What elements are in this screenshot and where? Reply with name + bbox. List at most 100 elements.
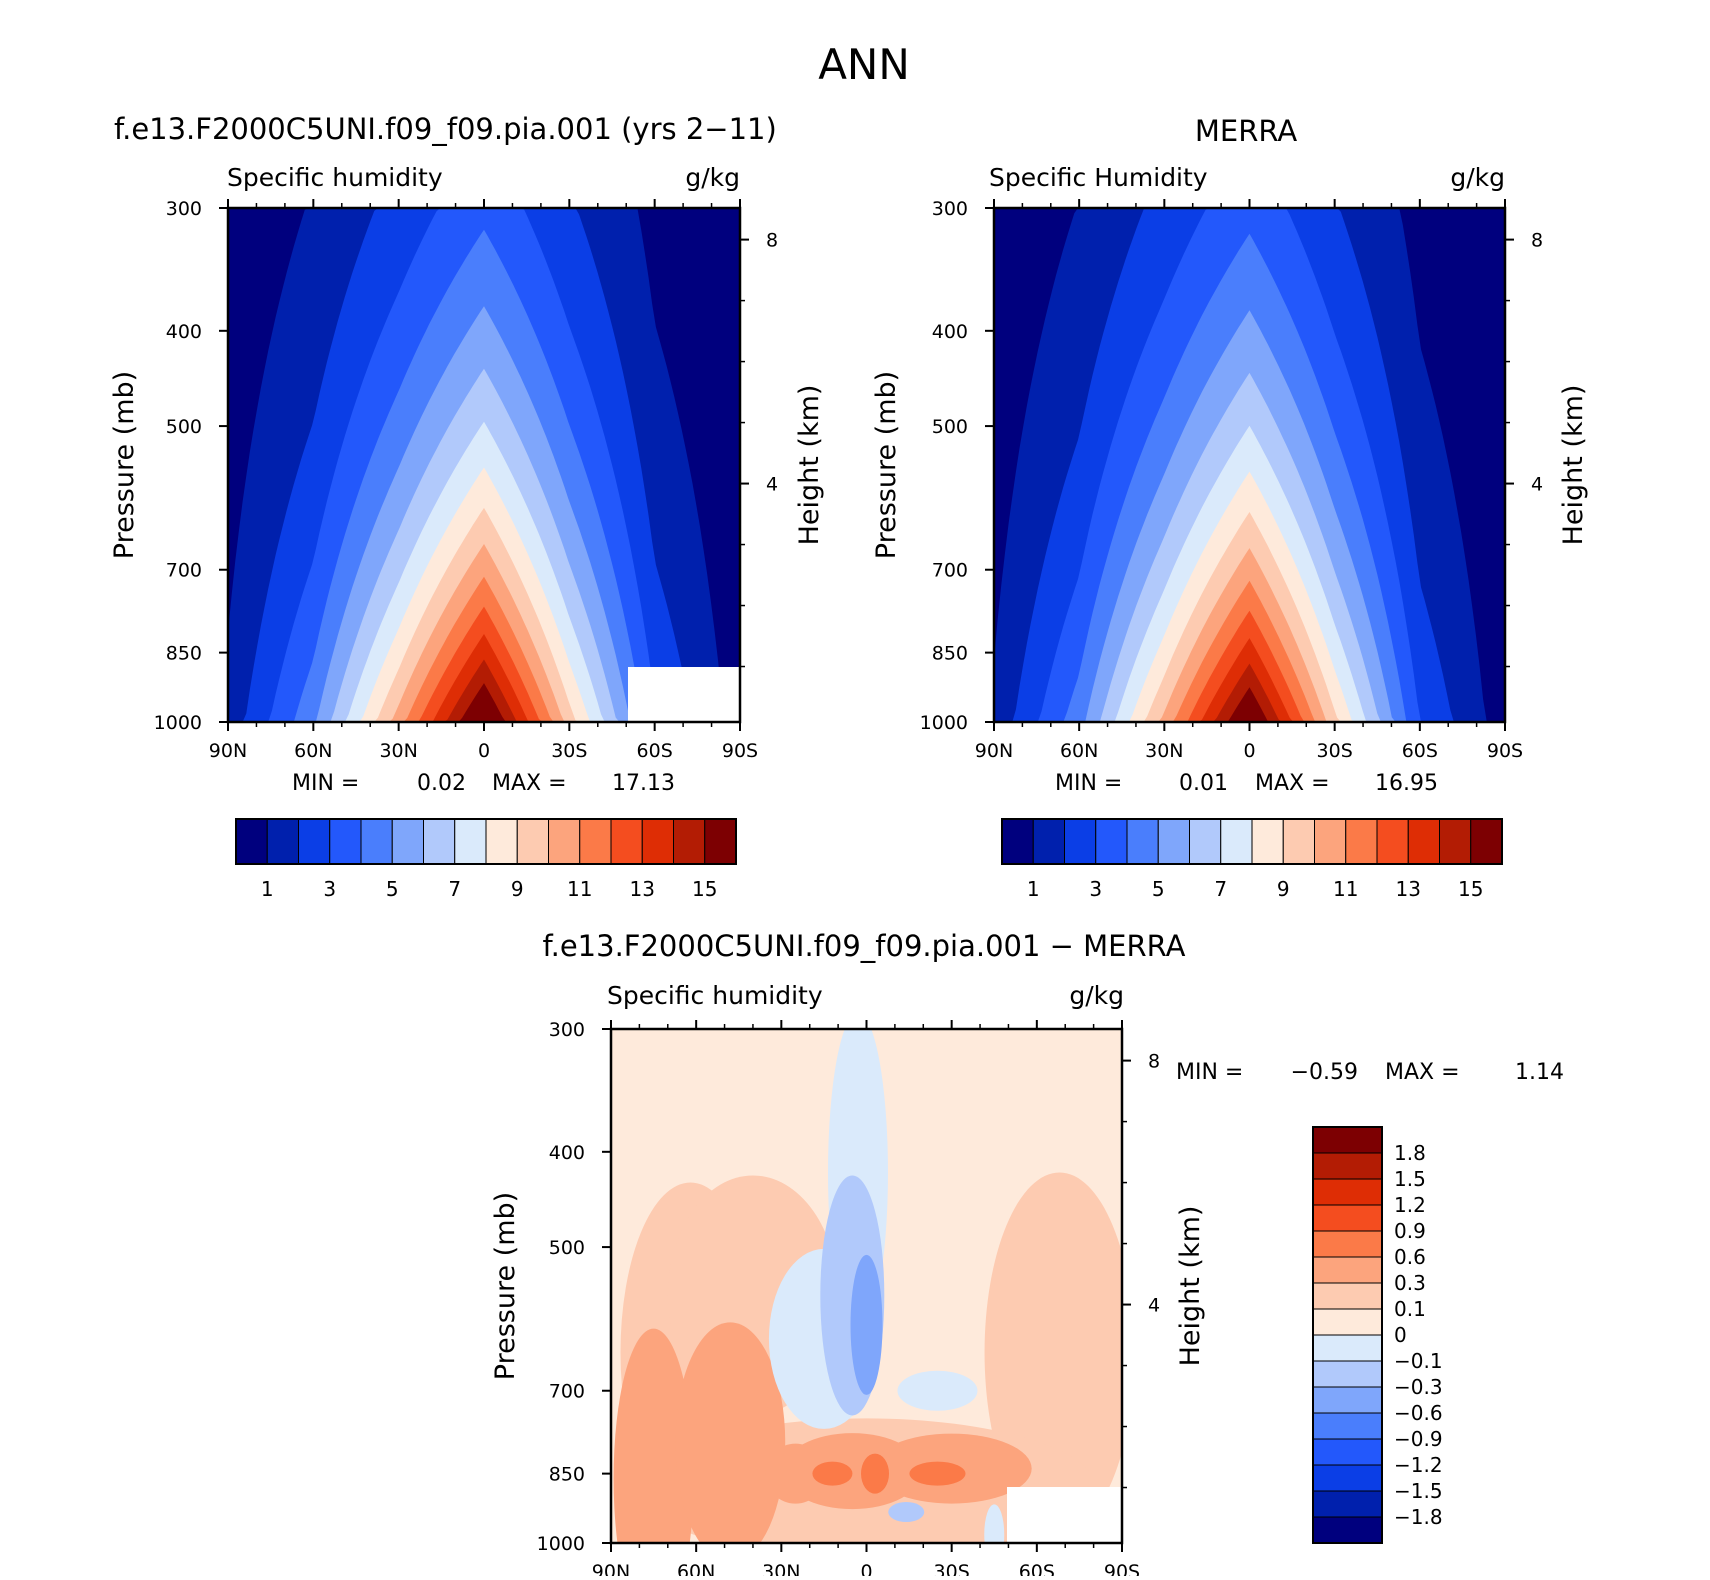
panel-obs-ylabel: Pressure (mb) (871, 371, 902, 559)
contour-band-15 (228, 683, 740, 722)
y-tick-label: 300 (166, 198, 202, 220)
y-tick-label: 300 (549, 1019, 585, 1041)
diff-strong-positive-core (861, 1453, 890, 1494)
contour-band-15 (994, 687, 1505, 722)
panel-model-colorbar: 1 3 5 7 9 11 13 15 (235, 818, 737, 901)
colorbar-label: 0.1 (1394, 1297, 1426, 1321)
colorbar-swatch (610, 818, 643, 865)
colorbar-frame (235, 818, 737, 865)
colorbar-swatch (1312, 1334, 1383, 1362)
panel-model-title: f.e13.F2000C5UNI.f09_f09.pia.001 (yrs 2−… (114, 112, 777, 146)
y-tick-label: 700 (549, 1381, 585, 1403)
panel-diff-variable: Specific humidity (607, 981, 823, 1010)
colorbar-label: 13 (1396, 877, 1421, 901)
panel-model-missing-data (628, 667, 740, 722)
panel-diff: f.e13.F2000C5UNI.f09_f09.pia.001 − MERRA… (490, 929, 1564, 1580)
colorbar-swatch (1312, 1386, 1383, 1414)
colorbar-label: 0 (1394, 1323, 1407, 1347)
colorbar-label: 1.8 (1394, 1141, 1426, 1165)
panel-diff-y2label: Height (km) (1175, 1206, 1206, 1367)
panel-diff-contour-field (611, 1029, 1122, 1543)
y-tick-label: 850 (932, 643, 968, 665)
colorbar-swatch (1312, 1412, 1383, 1440)
diff-negative-region (984, 1504, 1005, 1543)
colorbar-label: −0.6 (1394, 1401, 1443, 1425)
y-tick-label: 400 (549, 1142, 585, 1164)
colorbar-swatch (1312, 1126, 1383, 1154)
colorbar-swatch (1312, 1204, 1383, 1232)
panel-obs-axis-ticks: 90N 60N 30N 0 30S 60S 90S 300 400 500 700 850 1000 8 4 (920, 198, 1543, 762)
panel-model-min-value: 0.02 (417, 771, 466, 796)
colorbar-swatch (1407, 818, 1440, 865)
x-tick-label: 30N (762, 1561, 800, 1576)
y-tick-label: 850 (166, 643, 202, 665)
y2-tick-label: 4 (1531, 474, 1543, 496)
colorbar-swatch (329, 818, 362, 865)
colorbar-swatch (360, 818, 393, 865)
colorbar-swatch (391, 818, 424, 865)
colorbar-swatch (1312, 1282, 1383, 1310)
panel-model-ylabel: Pressure (mb) (109, 371, 140, 559)
panel-diff-min-value: −0.59 (1291, 1060, 1358, 1085)
x-tick-label: 60N (1060, 740, 1098, 762)
panel-diff-axis-ticks: 90N 60N 30N 0 30S 60S 90S 300 400 500 700 850 1000 8 4 (537, 1019, 1160, 1580)
colorbar-swatch (1439, 818, 1472, 865)
colorbar-label: 0.6 (1394, 1245, 1426, 1269)
colorbar-label: 13 (630, 877, 655, 901)
colorbar-swatch (1345, 818, 1378, 865)
diff-positive-region (765, 1443, 826, 1504)
colorbar-label: 11 (567, 877, 592, 901)
colorbar-swatch (266, 818, 299, 865)
colorbar-label: 7 (1214, 877, 1227, 901)
colorbar-swatch (704, 818, 737, 865)
colorbar-swatch (641, 818, 674, 865)
x-tick-label: 90S (722, 740, 758, 762)
x-tick-label: 60S (1019, 1561, 1055, 1576)
y-tick-label: 300 (932, 198, 968, 220)
colorbar-swatch (1312, 1516, 1383, 1544)
colorbar-swatch (1312, 1178, 1383, 1206)
x-tick-label: 90N (975, 740, 1013, 762)
x-tick-label: 60N (294, 740, 332, 762)
colorbar-label: −1.8 (1394, 1505, 1443, 1529)
colorbar-frame (1001, 818, 1503, 865)
colorbar-swatch (548, 818, 581, 865)
panel-obs-max-label: MAX = (1255, 771, 1330, 796)
colorbar-swatch (1312, 1256, 1383, 1284)
panel-obs-variable: Specific Humidity (989, 163, 1208, 192)
colorbar-label: −1.5 (1394, 1479, 1443, 1503)
colorbar-swatch (579, 818, 612, 865)
panel-obs-contour-field (994, 208, 1505, 722)
x-tick-label: 60N (677, 1561, 715, 1576)
x-tick-label: 90S (1104, 1561, 1140, 1576)
colorbar-label: 1 (261, 877, 274, 901)
y-tick-label: 400 (932, 321, 968, 343)
colorbar-swatch (1095, 818, 1128, 865)
colorbar-swatch (1312, 1230, 1383, 1258)
y-tick-label: 1000 (920, 712, 968, 734)
colorbar-label: 5 (1152, 877, 1165, 901)
x-tick-label: 90S (1487, 740, 1523, 762)
y-tick-label: 700 (166, 560, 202, 582)
colorbar-label: 0.9 (1394, 1219, 1426, 1243)
colorbar-swatch (1064, 818, 1097, 865)
colorbar-swatch (485, 818, 518, 865)
diff-negative-region (897, 1370, 978, 1411)
diff-positive-region (675, 1322, 786, 1543)
panel-diff-colorbar: 1.81.51.20.90.60.30.10−0.1−0.3−0.6−0.9−1… (1312, 1126, 1443, 1544)
y2-tick-label: 8 (1531, 230, 1543, 252)
colorbar-label: 5 (386, 877, 399, 901)
colorbar-swatch (1282, 818, 1315, 865)
colorbar-label: −0.9 (1394, 1427, 1443, 1451)
colorbar-swatch (1220, 818, 1253, 865)
panel-diff-units: g/kg (1069, 981, 1124, 1010)
colorbar-swatch (1312, 1152, 1383, 1180)
colorbar-swatch (1470, 818, 1503, 865)
panel-diff-max-label: MAX = (1385, 1060, 1460, 1085)
y2-tick-label: 8 (1148, 1051, 1160, 1073)
y-tick-label: 1000 (537, 1533, 585, 1555)
panel-diff-min-label: MIN = (1176, 1060, 1243, 1085)
diff-positive-region (613, 1328, 694, 1543)
x-tick-label: 60S (1402, 740, 1438, 762)
x-tick-label: 60S (637, 740, 673, 762)
